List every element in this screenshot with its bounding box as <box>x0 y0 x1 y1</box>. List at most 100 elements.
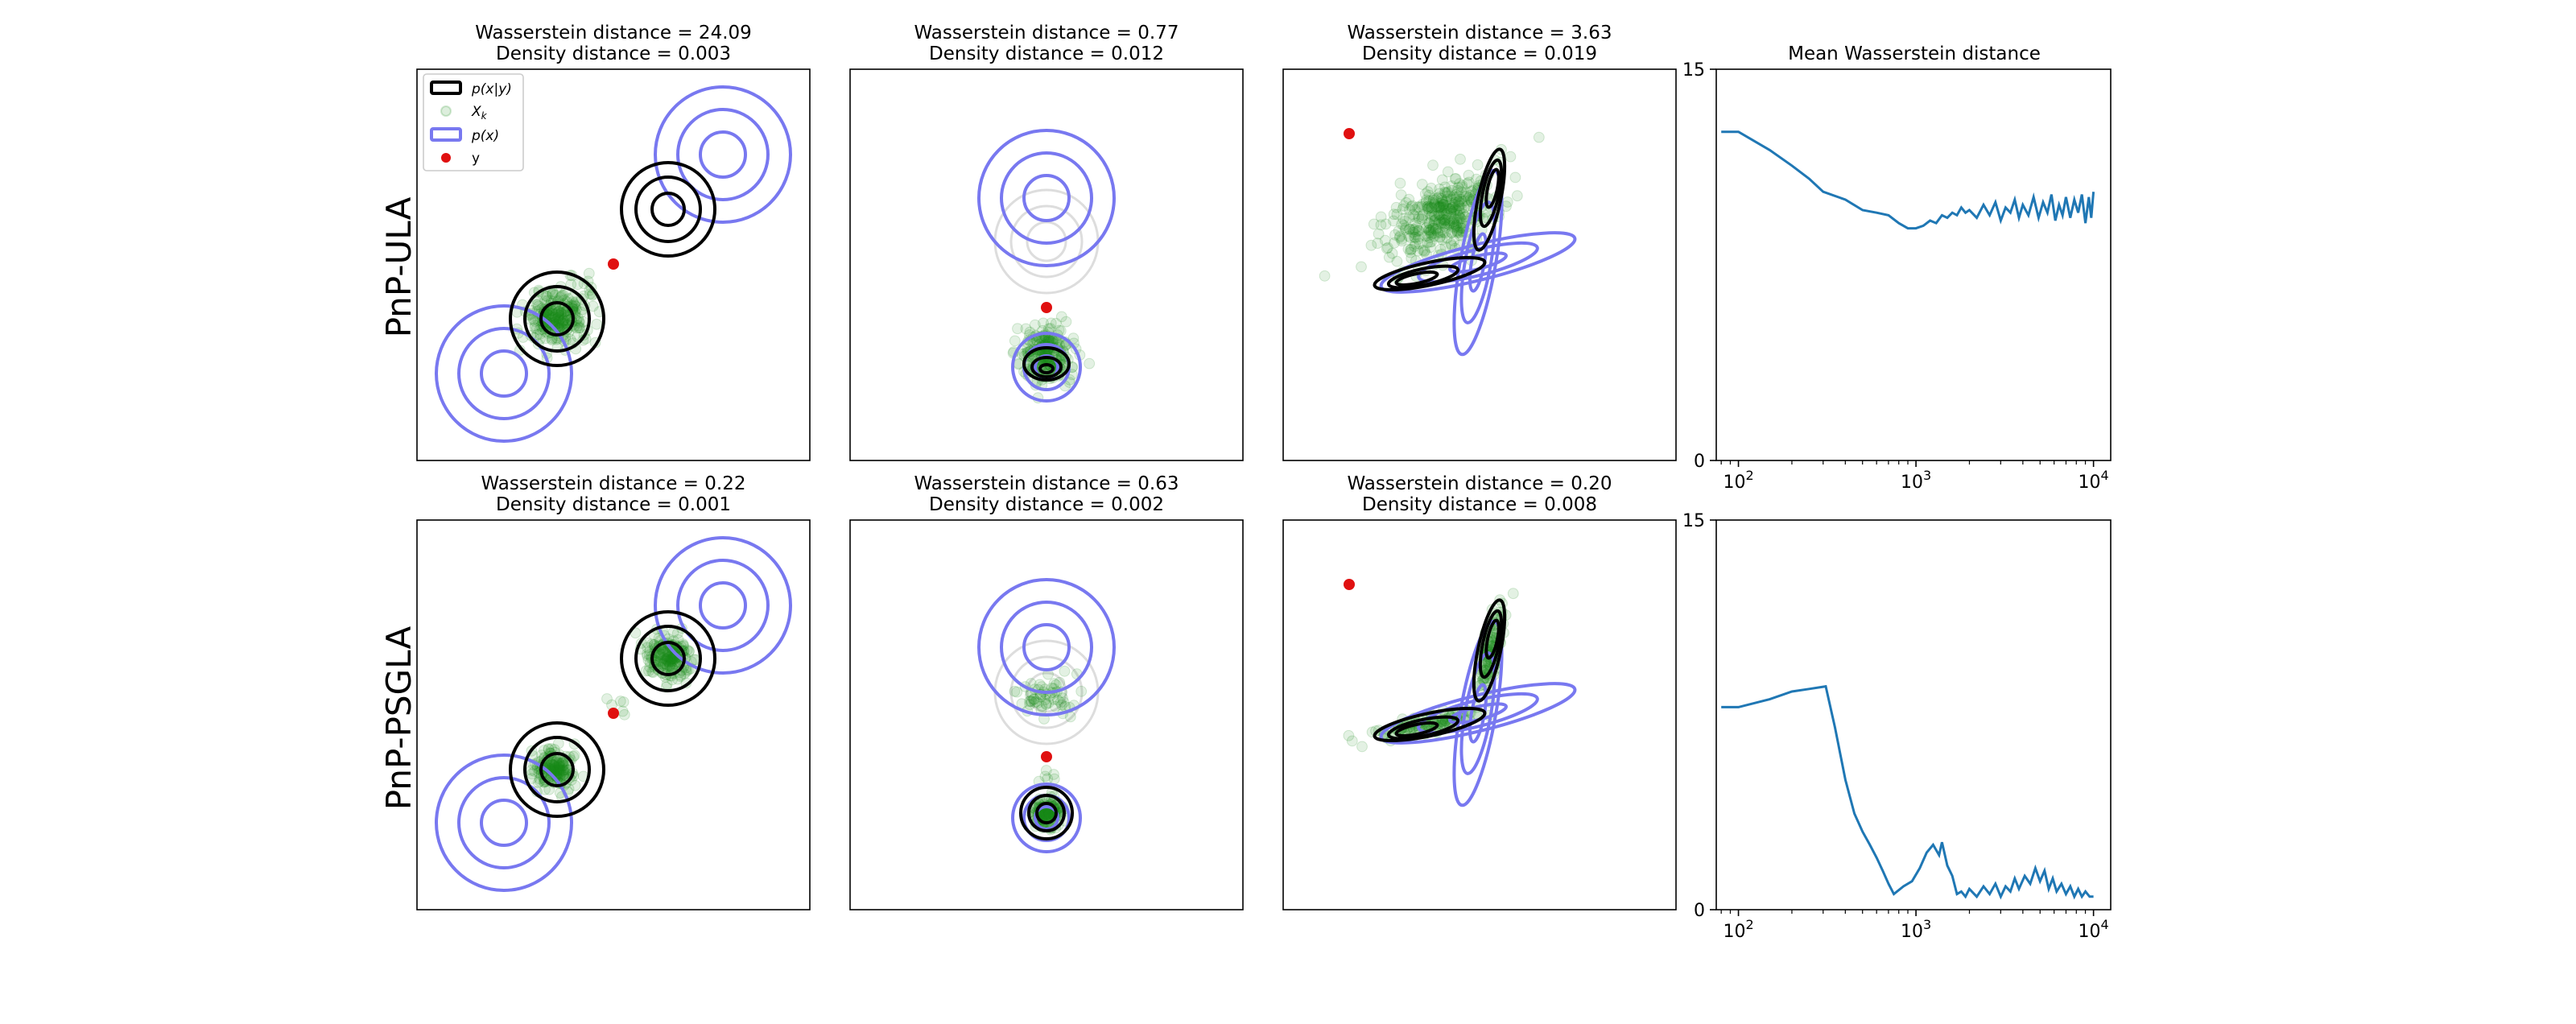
sample-point <box>553 306 565 318</box>
sample-point <box>1413 231 1425 242</box>
sample-point <box>1505 151 1517 163</box>
sample-point <box>558 766 570 778</box>
sample-point <box>1420 194 1432 206</box>
sample-point <box>662 652 674 663</box>
sample-point <box>1422 230 1434 242</box>
sample-point <box>1423 217 1435 229</box>
sample-point <box>532 299 543 311</box>
sample-point <box>558 314 569 326</box>
sample-point <box>663 651 675 663</box>
sample-point <box>1437 196 1449 208</box>
sample-point <box>553 305 565 317</box>
sample-point <box>550 313 562 325</box>
panel-title-line1: Wasserstein distance = 24.09 <box>475 23 752 43</box>
sample-point <box>1434 209 1446 221</box>
sample-point <box>1416 179 1428 190</box>
sample-point <box>1446 180 1458 192</box>
sample-point <box>1084 357 1096 370</box>
sample-point <box>654 648 666 660</box>
sample-point <box>1472 159 1484 171</box>
sample-point <box>1438 221 1450 232</box>
sample-point <box>1450 220 1462 232</box>
sample-point <box>1057 692 1068 704</box>
sample-point <box>1050 317 1062 329</box>
sample-point <box>1439 181 1451 193</box>
sample-point <box>1435 209 1447 221</box>
sample-point <box>1404 223 1416 235</box>
sample-point <box>539 783 551 795</box>
sample-point <box>1420 230 1432 242</box>
sample-point <box>1430 194 1442 206</box>
x-tick-label: 103 <box>1901 917 1931 942</box>
legend: p(x|y) Xk p(x) y <box>423 73 524 171</box>
panel-ula-3: Wasserstein distance = 3.63 Density dist… <box>1282 23 1677 461</box>
sample-point <box>1451 226 1463 238</box>
sample-point <box>1406 252 1418 264</box>
sample-point <box>1439 218 1451 230</box>
sample-point <box>549 311 561 323</box>
panel-title-line1: Wasserstein distance = 3.63 <box>1348 23 1612 43</box>
sample-point <box>1056 699 1067 711</box>
sample-point <box>1396 235 1408 247</box>
sample-point <box>1448 221 1460 233</box>
sample-point <box>1460 190 1472 202</box>
sample-point <box>1396 218 1408 230</box>
sample-point <box>1453 190 1465 202</box>
sample-point <box>1413 225 1424 237</box>
sample-point <box>1423 189 1435 201</box>
sample-point <box>1356 741 1368 753</box>
sample-point <box>1386 247 1398 259</box>
sample-point <box>1040 808 1051 820</box>
panel-title-line2: Density distance = 0.019 <box>1362 43 1597 64</box>
sample-point <box>1043 808 1055 820</box>
panel-title-line1: Wasserstein distance = 0.63 <box>914 473 1179 494</box>
sample-point <box>559 317 571 329</box>
sample-point <box>547 762 559 774</box>
sample-point <box>1438 213 1450 225</box>
sample-point <box>570 296 582 308</box>
sample-point <box>1457 209 1469 221</box>
sample-point <box>1451 204 1463 217</box>
sample-point <box>1048 773 1060 785</box>
panel-frame <box>849 519 1244 910</box>
legend-swatch-obs <box>441 153 451 163</box>
sample-point <box>1455 213 1467 225</box>
sample-point <box>658 658 670 670</box>
sample-point <box>665 654 677 666</box>
sample-point <box>1451 221 1463 233</box>
sample-point <box>1533 131 1545 143</box>
sample-point <box>1417 244 1429 256</box>
sample-point <box>554 761 565 773</box>
sample-point <box>1410 221 1422 233</box>
sample-point <box>642 642 654 654</box>
sample-cloud <box>1009 665 1088 725</box>
sample-point <box>659 655 671 667</box>
sample-point <box>553 759 565 771</box>
sample-point <box>543 309 555 321</box>
sample-point <box>530 323 543 335</box>
sample-point <box>1440 221 1452 233</box>
sample-point <box>1427 221 1439 232</box>
legend-swatch-prior <box>430 127 462 142</box>
legend-swatch-samples <box>440 105 452 117</box>
sample-point <box>1440 209 1451 221</box>
sample-point <box>572 320 584 332</box>
panel-title-line2: Density distance = 0.002 <box>929 494 1164 515</box>
sample-point <box>1410 225 1422 237</box>
sample-point <box>1346 735 1358 747</box>
sample-point <box>1436 213 1448 225</box>
sample-point <box>1407 224 1419 236</box>
sample-point <box>556 308 568 320</box>
sample-point <box>1448 204 1460 217</box>
sample-point <box>1439 214 1451 225</box>
sample-point <box>553 757 565 769</box>
sample-point <box>1416 213 1428 225</box>
sample-point <box>1032 697 1044 708</box>
sample-point <box>551 764 563 776</box>
sample-point <box>1444 203 1456 215</box>
legend-swatch-posterior <box>430 81 462 95</box>
sample-point <box>547 312 559 323</box>
sample-point <box>1451 192 1463 204</box>
sample-point <box>1448 235 1459 247</box>
sample-point <box>675 671 687 683</box>
